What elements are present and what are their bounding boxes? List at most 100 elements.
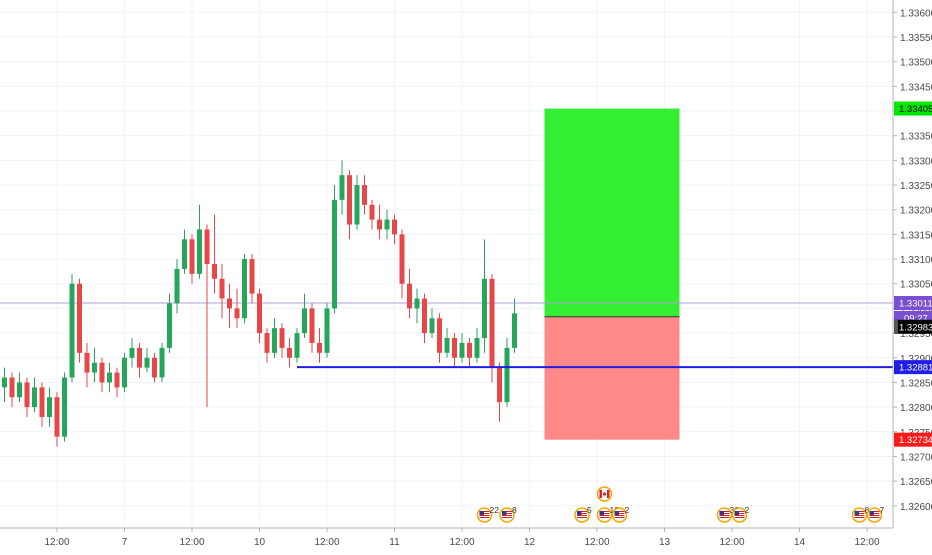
candle[interactable] bbox=[249, 254, 255, 304]
candle-body bbox=[32, 387, 37, 408]
us-event-marker[interactable]: 2 bbox=[611, 505, 630, 523]
candle[interactable] bbox=[294, 328, 300, 363]
candle[interactable] bbox=[122, 352, 127, 393]
candle[interactable] bbox=[159, 342, 165, 383]
candle[interactable] bbox=[422, 293, 427, 343]
candle[interactable] bbox=[17, 372, 22, 403]
candle[interactable] bbox=[377, 204, 382, 240]
candle[interactable] bbox=[512, 298, 517, 353]
candle[interactable] bbox=[369, 199, 375, 230]
candle[interactable] bbox=[92, 347, 97, 383]
long-position-tool[interactable] bbox=[544, 108, 680, 440]
price-tick-label: 1.32650 bbox=[900, 477, 932, 488]
candle[interactable] bbox=[9, 372, 15, 408]
candle[interactable] bbox=[332, 185, 337, 314]
candle[interactable] bbox=[474, 328, 480, 363]
candle-body bbox=[212, 264, 217, 279]
candle[interactable] bbox=[504, 338, 510, 408]
price-tick-label: 1.32850 bbox=[900, 378, 932, 389]
candle[interactable] bbox=[152, 352, 157, 383]
event-count-label: 22 bbox=[490, 505, 500, 515]
candle[interactable] bbox=[279, 323, 285, 358]
candle[interactable] bbox=[204, 224, 210, 408]
time-axis[interactable]: 12:00 7 12:00 10 12:00 11 12:00 12 12:00 13 12:00 1… bbox=[0, 527, 893, 548]
take-profit-zone[interactable] bbox=[544, 108, 680, 317]
candle[interactable] bbox=[362, 175, 367, 215]
candle[interactable] bbox=[497, 362, 502, 422]
candle[interactable] bbox=[167, 293, 172, 353]
candle[interactable] bbox=[467, 338, 472, 368]
candle[interactable] bbox=[84, 342, 90, 388]
time-tick-label: 7 bbox=[122, 537, 128, 548]
candle-body bbox=[294, 333, 300, 358]
candle[interactable] bbox=[32, 377, 37, 413]
candle[interactable] bbox=[182, 229, 187, 274]
candle[interactable] bbox=[144, 347, 150, 373]
time-tick-label: 12:00 bbox=[854, 537, 879, 548]
candle[interactable] bbox=[69, 273, 75, 383]
candle[interactable] bbox=[234, 288, 240, 329]
candle[interactable] bbox=[444, 328, 450, 358]
us-event-marker[interactable]: 8 bbox=[851, 505, 870, 523]
candle[interactable] bbox=[272, 318, 277, 358]
candle[interactable] bbox=[212, 214, 217, 294]
candle[interactable] bbox=[302, 293, 307, 339]
candle[interactable] bbox=[77, 278, 82, 363]
candle[interactable] bbox=[47, 387, 52, 427]
canada-event-marker[interactable] bbox=[596, 486, 613, 502]
candle[interactable] bbox=[324, 303, 330, 358]
us-event-marker[interactable]: 2 bbox=[731, 505, 750, 523]
candle[interactable] bbox=[2, 367, 7, 403]
candle[interactable] bbox=[137, 342, 142, 378]
candle[interactable] bbox=[287, 338, 292, 368]
us-event-marker[interactable]: 8 bbox=[499, 505, 517, 523]
us-event-marker[interactable]: 22 bbox=[476, 505, 500, 523]
candle[interactable] bbox=[384, 209, 390, 240]
candle-body bbox=[407, 283, 412, 309]
candle[interactable] bbox=[452, 333, 457, 368]
candle[interactable] bbox=[414, 288, 420, 324]
candle[interactable] bbox=[407, 268, 412, 319]
economic-events[interactable]: 228512236287 bbox=[476, 486, 885, 523]
candle[interactable] bbox=[482, 239, 487, 353]
candle[interactable] bbox=[437, 313, 442, 363]
candle[interactable] bbox=[339, 160, 345, 215]
candle[interactable] bbox=[264, 328, 270, 363]
candle[interactable] bbox=[219, 264, 225, 319]
candle[interactable] bbox=[347, 170, 352, 240]
us-event-marker[interactable]: 7 bbox=[866, 505, 885, 523]
candle[interactable] bbox=[309, 303, 315, 353]
candle[interactable] bbox=[54, 392, 60, 447]
candles[interactable] bbox=[0, 160, 517, 447]
price-axis[interactable]: 1.336001.335501.335001.334501.334001.333… bbox=[892, 0, 932, 528]
candle[interactable] bbox=[257, 288, 262, 343]
candle[interactable] bbox=[189, 234, 195, 284]
us-flag-stripe bbox=[854, 515, 865, 516]
candle[interactable] bbox=[107, 362, 112, 393]
candle[interactable] bbox=[317, 328, 322, 363]
candle[interactable] bbox=[429, 308, 435, 339]
candle[interactable] bbox=[174, 259, 180, 314]
candle-body bbox=[99, 362, 105, 383]
candle[interactable] bbox=[114, 367, 120, 398]
time-tick-label: 13 bbox=[659, 537, 671, 548]
stop-loss-zone[interactable] bbox=[544, 316, 680, 440]
candle[interactable] bbox=[354, 175, 360, 230]
candle[interactable] bbox=[242, 254, 247, 324]
candle[interactable] bbox=[129, 338, 135, 368]
candle[interactable] bbox=[24, 377, 30, 417]
us-event-marker[interactable]: 5 bbox=[574, 505, 592, 523]
cursor-marker bbox=[894, 319, 898, 334]
event-count-label: 8 bbox=[865, 505, 870, 515]
candle[interactable] bbox=[197, 204, 202, 279]
candle[interactable] bbox=[227, 283, 232, 329]
candle[interactable] bbox=[459, 333, 465, 363]
candle[interactable] bbox=[392, 214, 397, 245]
candle[interactable] bbox=[489, 273, 495, 383]
candle[interactable] bbox=[399, 229, 405, 299]
candle[interactable] bbox=[39, 382, 45, 427]
candle[interactable] bbox=[62, 372, 67, 442]
candle[interactable] bbox=[99, 357, 105, 393]
